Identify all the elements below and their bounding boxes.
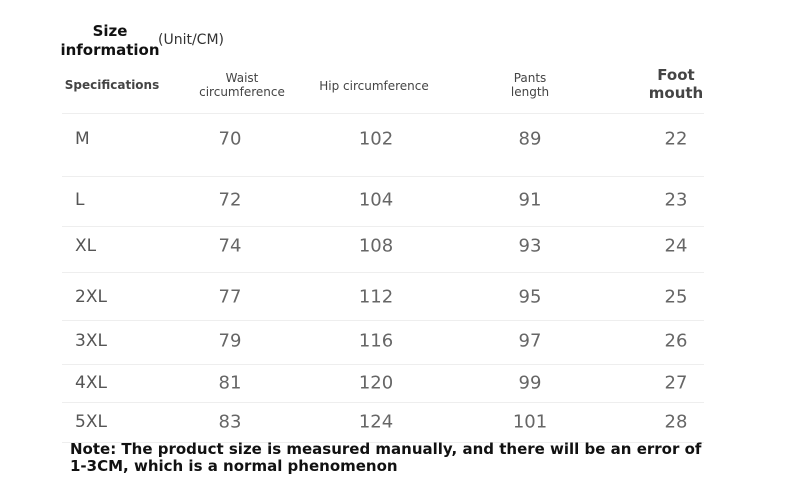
table-cell: 27 <box>664 372 688 394</box>
note-line-2: 1-3CM, which is a normal phenomenon <box>70 457 398 475</box>
row-divider <box>62 113 704 114</box>
table-cell: 70 <box>218 128 242 150</box>
size-label: XL <box>75 236 97 256</box>
table-cell: 24 <box>664 235 688 257</box>
table-cell: 95 <box>518 286 542 308</box>
table-cell: 79 <box>218 330 242 352</box>
note-line-1: Note: The product size is measured manua… <box>70 440 702 458</box>
row-divider <box>62 272 704 273</box>
table-cell: 77 <box>218 286 242 308</box>
size-label: 5XL <box>75 412 107 432</box>
table-cell: 93 <box>518 235 542 257</box>
table-cell: 74 <box>218 235 242 257</box>
table-cell: 28 <box>664 411 688 433</box>
table-cell: 120 <box>358 372 394 394</box>
table-cell: 124 <box>358 411 394 433</box>
table-cell: 104 <box>358 189 394 211</box>
table-cell: 23 <box>664 189 688 211</box>
row-divider <box>62 442 704 443</box>
table-cell: 83 <box>218 411 242 433</box>
size-label: 3XL <box>75 331 107 351</box>
unit-label: (Unit/CM) <box>158 32 224 48</box>
column-header: Specifications <box>64 78 160 92</box>
column-header: Waist circumference <box>199 71 285 99</box>
row-divider <box>62 364 704 365</box>
table-cell: 99 <box>518 372 542 394</box>
table-cell: 26 <box>664 330 688 352</box>
chart-title: Size information <box>60 22 160 59</box>
size-label: 2XL <box>75 287 107 307</box>
table-cell: 97 <box>518 330 542 352</box>
table-cell: 102 <box>358 128 394 150</box>
table-cell: 72 <box>218 189 242 211</box>
table-cell: 112 <box>358 286 394 308</box>
row-divider <box>62 176 704 177</box>
table-cell: 22 <box>664 128 688 150</box>
note: Note: The product size is measured manua… <box>70 441 701 475</box>
column-header: Hip circumference <box>319 79 429 93</box>
size-label: L <box>75 190 85 210</box>
row-divider <box>62 320 704 321</box>
table-cell: 81 <box>218 372 242 394</box>
table-cell: 89 <box>518 128 542 150</box>
table-cell: 116 <box>358 330 394 352</box>
table-cell: 91 <box>518 189 542 211</box>
table-cell: 25 <box>664 286 688 308</box>
column-header: Foot mouth <box>648 66 704 102</box>
size-label: 4XL <box>75 373 107 393</box>
row-divider <box>62 226 704 227</box>
table-cell: 101 <box>512 411 548 433</box>
table-cell: 108 <box>358 235 394 257</box>
row-divider <box>62 402 704 403</box>
size-label: M <box>75 129 90 149</box>
column-header: Pants length <box>510 71 550 99</box>
